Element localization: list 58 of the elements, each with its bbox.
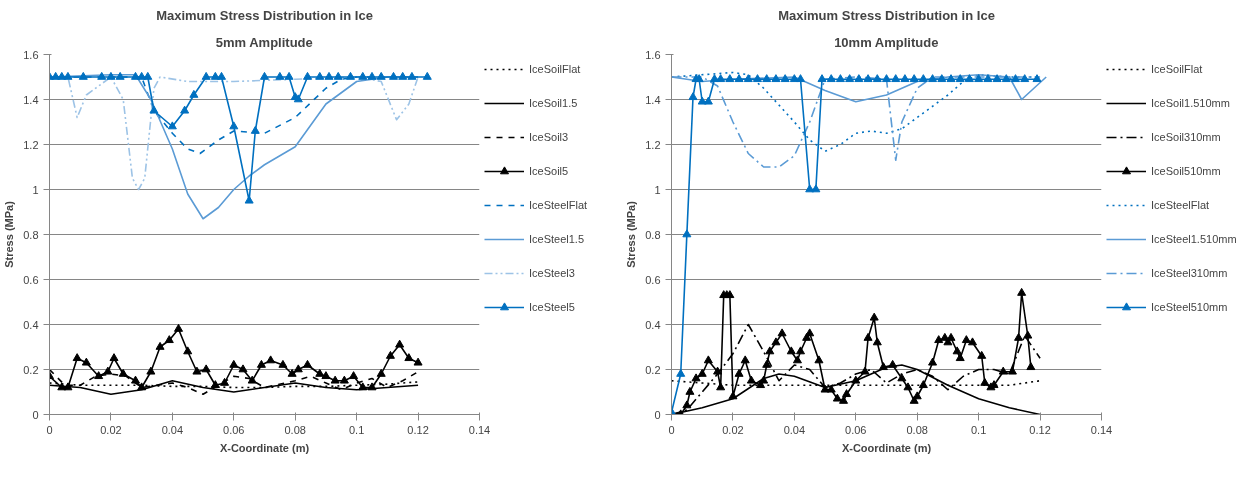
x-tick-label: 0.14 (468, 423, 491, 436)
y-tick-label: 0.8 (645, 228, 661, 241)
y-tick-label: 1 (32, 183, 39, 196)
y-tick-label: 0 (32, 408, 39, 421)
x-tick-label: 0 (668, 423, 675, 436)
legend-label: IceSteel1.5 (529, 233, 585, 245)
legend-label: IceSoilFlat (1151, 63, 1203, 75)
x-tick-label: 0.02 (722, 423, 744, 436)
x-tick-label: 0.04 (783, 423, 806, 436)
legend-label: IceSteel1.510mm (1151, 233, 1237, 245)
legend-label: IceSoil5 (529, 165, 569, 177)
x-tick-label: 0.14 (1090, 423, 1113, 436)
y-tick-label: 0.4 (645, 318, 661, 331)
x-tick-label: 0.04 (161, 423, 184, 436)
y-tick-label: 1.2 (23, 138, 39, 151)
x-tick-label: 0.08 (906, 423, 928, 436)
legend-label: IceSoil310mm (1151, 131, 1221, 143)
chart-subtitle: 5mm Amplitude (215, 34, 313, 50)
legend-label: IceSoil510mm (1151, 165, 1221, 177)
y-tick-label: 0.6 (645, 273, 661, 286)
y-tick-label: 0.8 (23, 228, 39, 241)
chart-title: Maximum Stress Distribution in Ice (156, 7, 373, 23)
y-tick-label: 1.4 (645, 93, 661, 106)
x-tick-label: 0.06 (223, 423, 245, 436)
x-tick-label: 0.12 (1029, 423, 1051, 436)
x-axis-title: X-Coordinate (m) (841, 441, 932, 454)
x-axis-title: X-Coordinate (m) (219, 441, 310, 454)
legend-label: IceSteel310mm (1151, 267, 1228, 279)
y-tick-label: 1.2 (645, 138, 661, 151)
legend-label: IceSoil1.5 (529, 97, 578, 109)
legend-label: IceSteel5 (529, 301, 575, 313)
y-tick-label: 0.4 (23, 318, 39, 331)
chart-title: Maximum Stress Distribution in Ice (778, 7, 995, 23)
legend-label: IceSoil1.510mm (1151, 97, 1230, 109)
y-axis-title: Stress (MPa) (625, 200, 638, 268)
y-tick-label: 1 (654, 183, 661, 196)
y-tick-label: 0.6 (23, 273, 39, 286)
y-tick-label: 0.2 (23, 363, 39, 376)
y-tick-label: 1.6 (645, 48, 661, 61)
x-tick-label: 0.06 (845, 423, 867, 436)
x-tick-label: 0 (46, 423, 53, 436)
legend-label: IceSteelFlat (529, 199, 588, 211)
y-tick-label: 0 (654, 408, 661, 421)
y-tick-label: 1.6 (23, 48, 39, 61)
legend-label: IceSoil3 (529, 131, 569, 143)
legend-label: IceSteel510mm (1151, 301, 1228, 313)
legend-label: IceSteel3 (529, 267, 575, 279)
legend-label: IceSteelFlat (1151, 199, 1210, 211)
y-tick-label: 1.4 (23, 93, 39, 106)
y-axis-title: Stress (MPa) (3, 200, 16, 268)
y-tick-label: 0.2 (645, 363, 661, 376)
x-tick-label: 0.1 (971, 423, 987, 436)
x-tick-label: 0.12 (407, 423, 429, 436)
legend-label: IceSoilFlat (529, 63, 581, 75)
x-tick-label: 0.02 (100, 423, 122, 436)
x-tick-label: 0.08 (284, 423, 306, 436)
x-tick-label: 0.1 (349, 423, 365, 436)
chart-subtitle: 10mm Amplitude (834, 34, 939, 50)
